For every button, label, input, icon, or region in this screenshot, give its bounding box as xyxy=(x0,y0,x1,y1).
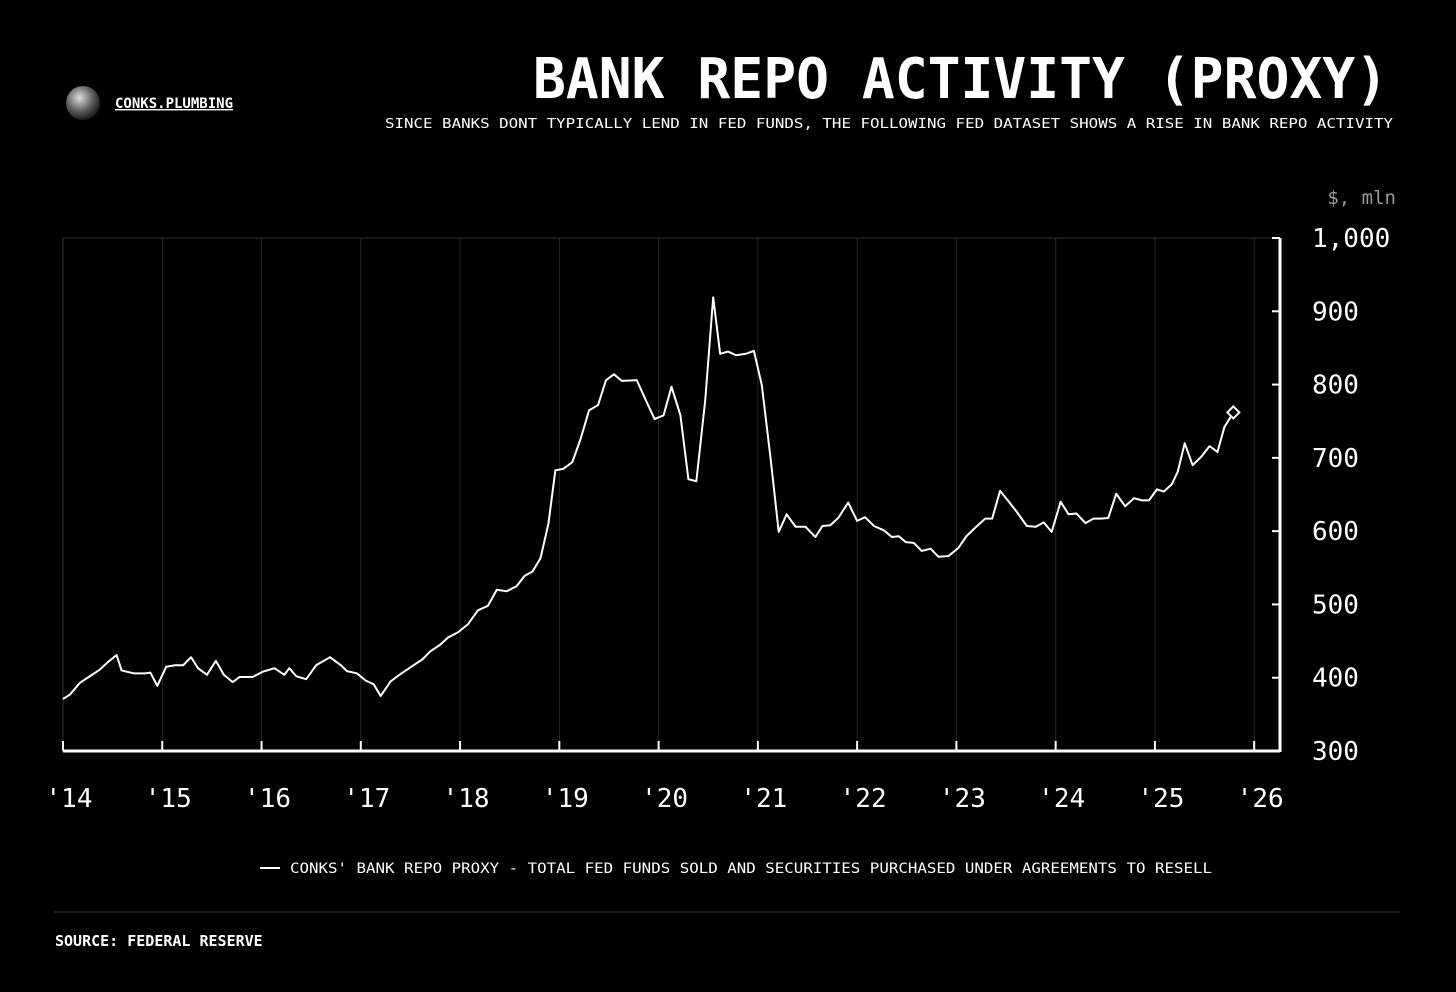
plot-frame xyxy=(62,237,1281,752)
x-tick-label: '26 xyxy=(1237,784,1284,814)
x-tick-label: '21 xyxy=(740,784,787,814)
x-tick-label: '15 xyxy=(145,784,192,814)
grid xyxy=(161,238,1255,751)
y-axis-label: $, mln xyxy=(1327,187,1396,209)
last-point-marker xyxy=(1225,405,1241,420)
y-tick-label: 1,000 xyxy=(1312,224,1390,254)
x-tick-label: '16 xyxy=(244,784,291,814)
y-tick-label: 900 xyxy=(1312,297,1359,327)
x-tick-label: '23 xyxy=(939,784,986,814)
plot xyxy=(62,296,1241,700)
chart-title: BANK REPO ACTIVITY (PROXY) xyxy=(533,47,1388,112)
x-tick-label: '18 xyxy=(443,784,490,814)
x-tick-label: '22 xyxy=(840,784,887,814)
y-tick-label: 400 xyxy=(1312,664,1359,694)
series-line xyxy=(62,296,1235,700)
source: SOURCE: FEDERAL RESERVE xyxy=(55,932,263,950)
brand[interactable]: CONKS.PLUMBING xyxy=(115,96,233,112)
x-tick-label: '19 xyxy=(542,784,589,814)
x-tick-label: '25 xyxy=(1137,784,1184,814)
x-tick-label: '14 xyxy=(46,784,93,814)
chart-subtitle: SINCE BANKS DONT TYPICALLY LEND IN FED F… xyxy=(385,117,1393,132)
y-tick-label: 800 xyxy=(1312,371,1359,401)
y-tick-label: 300 xyxy=(1312,737,1359,767)
brand-logo xyxy=(66,86,100,120)
y-tick-label: 500 xyxy=(1312,590,1359,620)
x-tick-label: '24 xyxy=(1038,784,1085,814)
y-tick-label: 700 xyxy=(1312,444,1359,474)
x-tick-label: '17 xyxy=(343,784,390,814)
y-tick-label: 600 xyxy=(1312,517,1359,547)
x-tick-label: '20 xyxy=(641,784,688,814)
legend-label: CONKS' BANK REPO PROXY - TOTAL FED FUNDS… xyxy=(290,861,1212,877)
